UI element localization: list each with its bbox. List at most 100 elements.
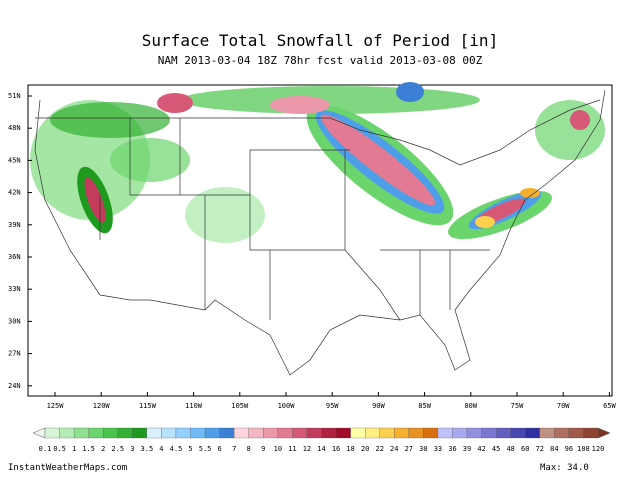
- colorbar-label: 45: [492, 445, 500, 453]
- colorbar-label: 11: [288, 445, 296, 453]
- lon-label: 125W: [47, 402, 65, 410]
- colorbar-label: 30: [419, 445, 427, 453]
- lat-label: 27N: [8, 350, 21, 358]
- colorbar-label: 2.5: [111, 445, 124, 453]
- lon-label: 110W: [185, 402, 203, 410]
- colorbar-label: 84: [550, 445, 558, 453]
- lon-label: 90W: [372, 402, 385, 410]
- colorbar-swatch: [161, 427, 177, 439]
- colorbar-label: 108: [577, 445, 590, 453]
- colorbar-label: 14: [317, 445, 325, 453]
- colorbar-swatch: [510, 427, 526, 439]
- colorbar-label: 12: [303, 445, 311, 453]
- colorbar-label: 4.5: [170, 445, 183, 453]
- colorbar-swatch: [190, 427, 206, 439]
- colorbar-swatch: [59, 427, 75, 439]
- lon-label: 105W: [231, 402, 249, 410]
- colorbar-label: 39: [463, 445, 471, 453]
- colorbar-label: 3: [130, 445, 134, 453]
- colorbar-label: 42: [477, 445, 485, 453]
- colorbar-swatch: [365, 427, 380, 439]
- colorbar-label: 120: [592, 445, 605, 453]
- colorbar-swatch: [335, 427, 351, 439]
- colorbar-label: 10: [274, 445, 282, 453]
- colorbar-label: 3.5: [141, 445, 154, 453]
- lat-label: 51N: [8, 92, 21, 100]
- colorbar-swatch: [539, 427, 555, 439]
- colorbar-label: 96: [565, 445, 573, 453]
- lon-label: 120W: [93, 402, 111, 410]
- colorbar-label: 36: [448, 445, 456, 453]
- colorbar-swatch: [481, 427, 497, 439]
- colorbar-label: 48: [506, 445, 514, 453]
- colorbar-label: 27: [405, 445, 413, 453]
- colorbar-label: 0.5: [53, 445, 66, 453]
- lat-label: 24N: [8, 382, 21, 390]
- colorbar-swatch: [321, 427, 337, 439]
- colorbar-swatch: [234, 427, 249, 439]
- colorbar-swatch: [495, 427, 511, 439]
- colorbar-label: 16: [332, 445, 340, 453]
- colorbar-arrow-left: [32, 427, 46, 439]
- colorbar-label: 8: [247, 445, 251, 453]
- boundaries: [34, 89, 606, 376]
- colorbar-swatch: [219, 427, 235, 439]
- lat-label: 36N: [8, 253, 21, 261]
- map-area: [27, 82, 613, 397]
- colorbar-swatch: [394, 427, 409, 439]
- colorbar-label: 7: [232, 445, 236, 453]
- lon-label: 80W: [464, 402, 477, 410]
- lon-labels: 125W 120W 115W 110W 105W 100W 95W 90W 85W 80W 75W 7…: [47, 392, 617, 410]
- colorbar-label: 24: [390, 445, 398, 453]
- colorbar-swatch: [437, 427, 453, 439]
- colorbar-swatch: [525, 427, 540, 439]
- colorbar-swatch: [277, 427, 293, 439]
- lon-label: 85W: [418, 402, 431, 410]
- lon-label: 75W: [511, 402, 524, 410]
- colorbar-label: 5: [188, 445, 192, 453]
- colorbar: 0.1 0.5 1 1.5 2 2.5 3 3.5 4 4.5 5 5.5 6 7 8 9 10 11 12 14 16…: [32, 427, 611, 453]
- colorbar-swatch: [452, 427, 468, 439]
- lat-label: 45N: [8, 156, 21, 164]
- subtitle: NAM 2013-03-04 18Z 78hr fcst valid 2013-…: [158, 54, 483, 67]
- colorbar-label: 20: [361, 445, 369, 453]
- colorbar-swatch: [466, 427, 482, 439]
- lat-label: 30N: [8, 317, 21, 325]
- colorbar-label: 9: [261, 445, 265, 453]
- colorbar-swatch: [103, 427, 118, 439]
- lon-label: 65W: [603, 402, 616, 410]
- colorbar-label: 72: [536, 445, 544, 453]
- title: Surface Total Snowfall of Period [in]: [142, 31, 498, 50]
- colorbar-swatch: [248, 427, 264, 439]
- colorbar-label: 5.5: [199, 445, 212, 453]
- colorbar-swatch: [583, 427, 599, 439]
- colorbar-label: 33: [434, 445, 442, 453]
- colorbar-label: 6: [218, 445, 222, 453]
- lat-label: 39N: [8, 221, 21, 229]
- colorbar-swatch: [568, 427, 584, 439]
- colorbar-swatch: [44, 427, 60, 439]
- colorbar-swatch: [146, 427, 162, 439]
- snow-field: [30, 82, 605, 243]
- lat-labels: 51N 48N 45N 42N 39N 36N 33N 30N 27N 24N: [8, 92, 32, 390]
- lon-label: 115W: [139, 402, 157, 410]
- colorbar-swatch: [306, 427, 322, 439]
- colorbar-swatch: [292, 427, 308, 439]
- colorbar-swatch: [204, 427, 220, 439]
- colorbar-swatch: [423, 427, 439, 439]
- lat-label: 48N: [8, 124, 21, 132]
- colorbar-swatch: [132, 427, 148, 439]
- lat-label: 33N: [8, 285, 21, 293]
- colorbar-swatch: [73, 427, 89, 439]
- max-value: Max: 34.0: [540, 463, 589, 473]
- colorbar-label: 18: [346, 445, 354, 453]
- lon-label: 95W: [326, 402, 339, 410]
- colorbar-arrow-right: [597, 427, 611, 439]
- colorbar-swatch: [554, 427, 570, 439]
- colorbar-label: 1: [72, 445, 76, 453]
- colorbar-swatch: [408, 427, 424, 439]
- lon-label: 70W: [557, 402, 570, 410]
- colorbar-label: 4: [159, 445, 163, 453]
